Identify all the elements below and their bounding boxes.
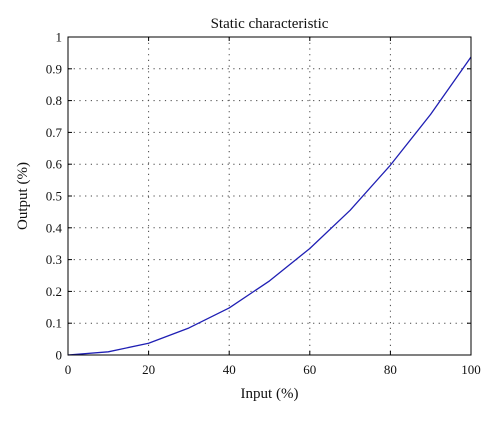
y-tick-label: 0.6 bbox=[46, 157, 63, 172]
y-tick-label: 0.4 bbox=[46, 220, 63, 235]
y-axis-title: Output (%) bbox=[15, 162, 31, 230]
series-line bbox=[67, 56, 472, 356]
series-layer bbox=[67, 56, 472, 356]
y-tick-label: 0 bbox=[56, 348, 63, 363]
y-tick-label: 1 bbox=[56, 30, 63, 45]
y-tick-label: 0.8 bbox=[46, 93, 62, 108]
x-axis-title: Input (%) bbox=[241, 386, 299, 402]
x-tick-label: 60 bbox=[303, 362, 316, 377]
y-tick-label: 0.3 bbox=[46, 252, 62, 267]
y-tick-label: 0.9 bbox=[46, 61, 62, 76]
tick-labels: 0 20 40 60 80 100 0 0.1 0.2 0.3 0.4 0.5 0.6 0.7 0.8 0.9… bbox=[46, 30, 481, 378]
x-tick-label: 0 bbox=[65, 362, 72, 377]
x-tick-label: 80 bbox=[384, 362, 397, 377]
x-tick-label: 40 bbox=[223, 362, 236, 377]
axis-ticks bbox=[67, 36, 472, 356]
grid-lines bbox=[68, 37, 471, 355]
chart-title: Static characteristic bbox=[211, 16, 329, 32]
y-tick-label: 0.2 bbox=[46, 284, 62, 299]
x-tick-label: 100 bbox=[461, 362, 481, 377]
x-tick-label: 20 bbox=[142, 362, 155, 377]
y-tick-label: 0.5 bbox=[46, 189, 62, 204]
y-tick-label: 0.7 bbox=[46, 125, 63, 140]
y-tick-label: 0.1 bbox=[46, 316, 62, 331]
